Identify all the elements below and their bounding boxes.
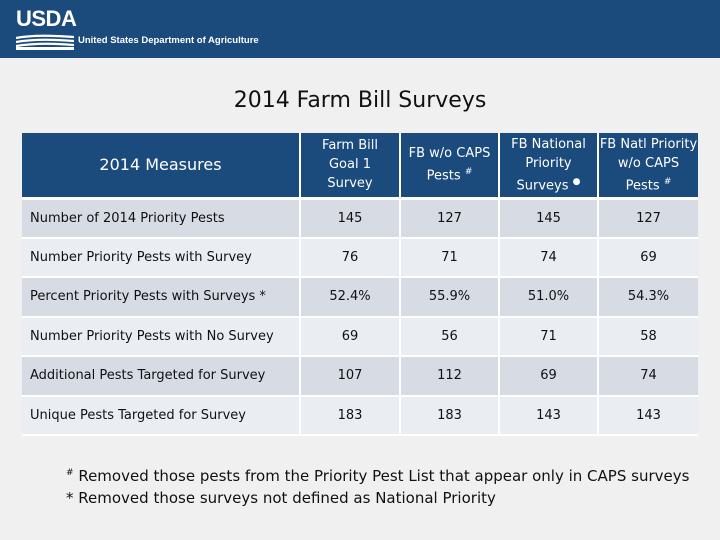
table-row: Unique Pests Targeted for Survey 183 183… xyxy=(22,395,698,436)
table-cell: 74 xyxy=(499,237,599,278)
table-row: Number of 2014 Priority Pests 145 127 14… xyxy=(22,196,698,239)
table-cell: 71 xyxy=(400,237,500,278)
column-header: FB National Priority Surveys ● xyxy=(499,133,599,198)
page-title: 2014 Farm Bill Surveys xyxy=(233,88,487,113)
row-label: Number Priority Pests with Survey xyxy=(22,237,301,278)
footnote-marker: # xyxy=(663,176,672,187)
table-cell: 71 xyxy=(499,316,599,357)
column-header: 2014 Measures xyxy=(22,133,301,198)
table-cell: 183 xyxy=(300,395,401,436)
table-cell: 183 xyxy=(400,395,500,436)
footnote-marker: # xyxy=(464,167,473,178)
table-row: Additional Pests Targeted for Survey 107… xyxy=(22,356,698,397)
table-cell: 69 xyxy=(499,356,599,397)
logo-text: USDA xyxy=(16,6,77,31)
column-header: FB w/o CAPS Pests # xyxy=(400,133,500,198)
table-row: Percent Priority Pests with Surveys * 52… xyxy=(22,277,698,318)
department-name: United States Department of Agriculture xyxy=(78,35,259,46)
row-label: Percent Priority Pests with Surveys * xyxy=(22,277,301,318)
table-cell: 107 xyxy=(300,356,401,397)
column-header: Farm Bill Goal 1 Survey xyxy=(300,133,401,198)
table-cell: 74 xyxy=(598,356,698,397)
table-header-row: 2014 Measures Farm Bill Goal 1 Survey FB… xyxy=(22,133,698,198)
footnote: # Removed those pests from the Priority … xyxy=(66,462,689,487)
table-cell: 52.4% xyxy=(300,277,401,318)
table-cell: 55.9% xyxy=(400,277,500,318)
row-label: Additional Pests Targeted for Survey xyxy=(22,356,301,397)
header-bar: USDA United States Department of Agricul… xyxy=(0,0,720,58)
table-cell: 145 xyxy=(499,196,599,239)
footnote: * Removed those surveys not defined as N… xyxy=(66,487,689,509)
table-cell: 143 xyxy=(499,395,599,436)
table-row: Number Priority Pests with Survey 76 71 … xyxy=(22,237,698,278)
table-cell: 69 xyxy=(300,316,401,357)
usda-logo: USDA United States Department of Agricul… xyxy=(16,6,259,50)
footnote-text: Removed those pests from the Priority Pe… xyxy=(78,467,690,485)
table-cell: 54.3% xyxy=(598,277,698,318)
surveys-table: 2014 Measures Farm Bill Goal 1 Survey FB… xyxy=(22,133,698,436)
footnote-marker: ● xyxy=(572,176,581,187)
table-cell: 112 xyxy=(400,356,500,397)
table-cell: 127 xyxy=(598,196,698,239)
footnote-marker: # xyxy=(66,468,74,478)
table-cell: 56 xyxy=(400,316,500,357)
row-label: Unique Pests Targeted for Survey xyxy=(22,395,301,436)
footnote-marker: * xyxy=(66,489,74,507)
footnotes: # Removed those pests from the Priority … xyxy=(66,462,689,509)
row-label: Number of 2014 Priority Pests xyxy=(22,196,301,239)
table-cell: 69 xyxy=(598,237,698,278)
row-label: Number Priority Pests with No Survey xyxy=(22,316,301,357)
table-cell: 76 xyxy=(300,237,401,278)
table-cell: 143 xyxy=(598,395,698,436)
table-cell: 145 xyxy=(300,196,401,239)
table-cell: 51.0% xyxy=(499,277,599,318)
table-row: Number Priority Pests with No Survey 69 … xyxy=(22,316,698,357)
footnote-text: Removed those surveys not defined as Nat… xyxy=(78,489,496,507)
table-cell: 58 xyxy=(598,316,698,357)
column-header: FB Natl Priority w/o CAPS Pests # xyxy=(598,133,698,198)
logo-hills-icon xyxy=(16,34,74,50)
table-cell: 127 xyxy=(400,196,500,239)
